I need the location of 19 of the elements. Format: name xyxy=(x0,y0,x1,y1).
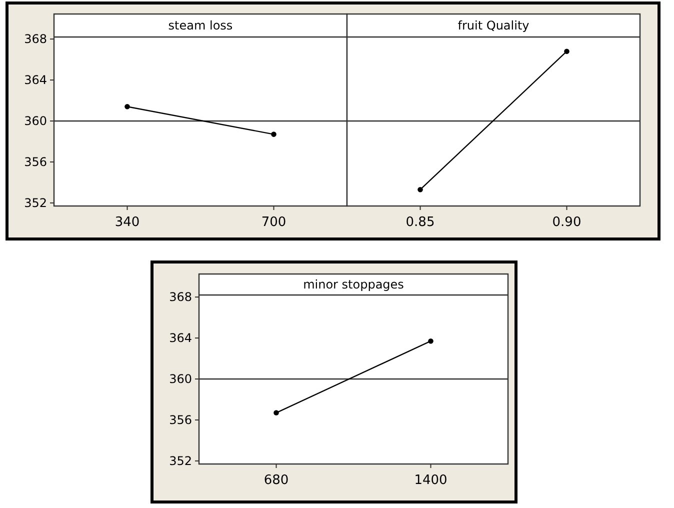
y-tick-label: 352 xyxy=(24,196,47,210)
x-tick-label: 1400 xyxy=(414,473,448,488)
chart-title: fruit Quality xyxy=(458,18,530,32)
x-tick-label: 0.85 xyxy=(406,215,435,230)
x-tick-label: 680 xyxy=(264,473,289,488)
y-tick-label: 364 xyxy=(169,331,192,346)
y-tick-label: 368 xyxy=(24,32,47,46)
y-tick-label: 356 xyxy=(24,154,47,169)
y-tick-label: 364 xyxy=(24,73,47,88)
y-tick-label: 352 xyxy=(169,454,192,468)
x-tick-label: 700 xyxy=(261,215,286,230)
y-tick-label: 356 xyxy=(169,412,192,427)
y-tick-label: 368 xyxy=(169,290,192,304)
y-tick-label: 360 xyxy=(24,114,47,128)
chart-title: minor stoppages xyxy=(303,278,404,292)
chart-title: steam loss xyxy=(168,18,233,32)
x-tick-label: 340 xyxy=(114,215,140,230)
x-tick-label: 0.90 xyxy=(552,215,582,230)
y-tick-label: 360 xyxy=(169,372,192,386)
